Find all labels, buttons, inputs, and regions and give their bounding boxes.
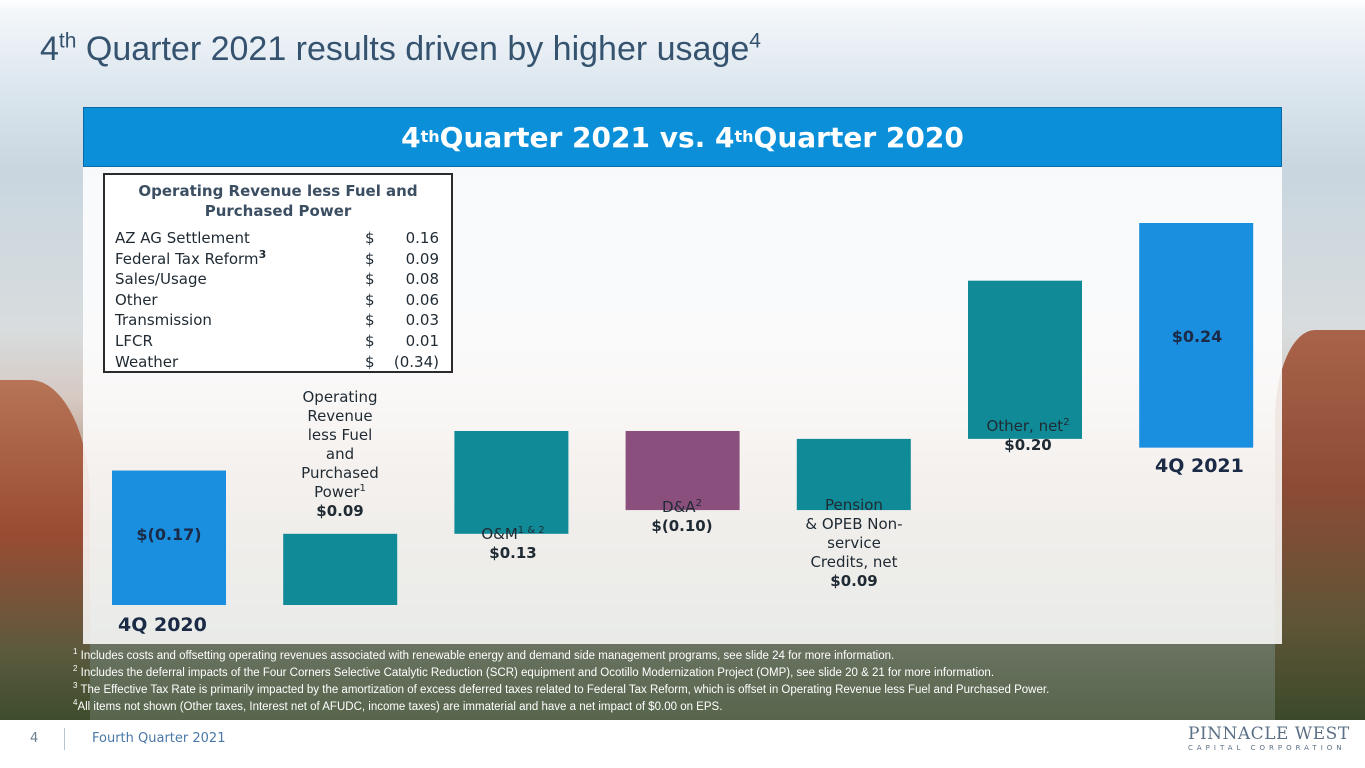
background-rock-left (0, 380, 90, 720)
footer (0, 720, 1365, 768)
logo-sub-text: CAPITAL CORPORATION (1188, 744, 1346, 752)
bar-4q-2021 (1139, 223, 1254, 448)
footnote: 1 Includes costs and offsetting operatin… (73, 647, 895, 662)
revenue-row-currency: $ (365, 249, 375, 268)
pension-label: Pension & OPEB Non- service Credits, net… (790, 496, 918, 591)
da-value: $(0.10) (651, 517, 713, 535)
revenue-row-currency: $ (365, 270, 375, 289)
footnote: 3 The Effective Tax Rate is primarily im… (73, 681, 1050, 696)
revenue-row-label: Other (115, 290, 158, 309)
bar-4q-2020 (112, 470, 226, 605)
pension-value: $0.09 (830, 572, 878, 590)
revenue-row-currency: $ (365, 290, 375, 309)
da-label: D&A2 $(0.10) (624, 498, 740, 536)
revenue-row: AZ AG Settlement $0.16 (115, 229, 445, 249)
revenue-row-value: 0.01 (405, 332, 439, 350)
logo-main-text: PINNACLE WEST (1188, 724, 1350, 744)
footnote: 4All items not shown (Other taxes, Inter… (73, 698, 723, 713)
revenue-row-value: 0.09 (405, 249, 439, 268)
revenue-row: Weather $ (0.34) (115, 353, 445, 373)
revenue-row-label: Transmission (115, 311, 212, 330)
revenue-row: Other $0.06 (115, 291, 445, 311)
revenue-row: Sales/Usage $0.08 (115, 270, 445, 290)
revenue-breakdown-box: Operating Revenue less Fuel and Purchase… (103, 173, 453, 373)
revenue-row-label: Sales/Usage (115, 270, 207, 289)
revenue-row-currency: $ (365, 311, 375, 330)
revenue-box-title: Operating Revenue less Fuel and Purchase… (138, 182, 418, 220)
footnotes: 1 Includes costs and offsetting operatin… (73, 648, 1273, 716)
revenue-row-value: 0.08 (405, 270, 439, 289)
revenue-row-currency: $ (365, 229, 375, 247)
slide-title: 4th Quarter 2021 results driven by highe… (40, 29, 761, 68)
bar-om (454, 430, 569, 534)
bar-other-net (968, 280, 1082, 439)
other-value: $0.20 (1004, 436, 1052, 454)
revenue-row-label: Federal Tax Reform3 (115, 247, 267, 268)
other-label: Other, net2 $0.20 (966, 417, 1090, 455)
footer-divider (64, 728, 65, 750)
revenue-row-value: 0.03 (405, 311, 439, 330)
revenue-row-value: 0.06 (405, 290, 439, 309)
end-caption: 4Q 2021 (1155, 455, 1244, 477)
oprev-value: $0.09 (316, 502, 364, 520)
bar-pension (796, 438, 911, 511)
revenue-row-label: LFCR (115, 332, 153, 350)
revenue-row-value: (0.34) (393, 352, 439, 371)
revenue-row-label: AZ AG Settlement (115, 229, 250, 247)
oprev-label: Operating Revenue less Fuel and Purchase… (282, 388, 398, 521)
footnote: 2 Includes the deferral impacts of the F… (73, 664, 995, 679)
revenue-row-currency: $ (365, 352, 375, 371)
footer-text: Fourth Quarter 2021 (92, 731, 226, 746)
waterfall-chart (112, 223, 1254, 605)
company-logo: PINNACLE WEST CAPITAL CORPORATION (1188, 724, 1350, 754)
om-value: $0.13 (489, 544, 537, 562)
bar-operating-revenue (283, 533, 398, 605)
start-caption: 4Q 2020 (118, 614, 207, 636)
background-rock-right (1275, 330, 1365, 720)
revenue-row: LFCR $0.01 (115, 332, 445, 352)
page-number: 4 (30, 731, 39, 746)
om-label: O&M1 & 2 $0.13 (455, 525, 571, 563)
revenue-row: Federal Tax Reform3 $0.09 (115, 247, 445, 270)
revenue-row-currency: $ (365, 332, 375, 350)
revenue-row-value: 0.16 (405, 229, 439, 247)
revenue-row: Transmission $0.03 (115, 311, 445, 331)
revenue-row-label: Weather (115, 352, 179, 371)
end-value-label: $0.24 (1171, 327, 1223, 346)
start-value-label: $(0.17) (136, 525, 202, 544)
bar-da (625, 430, 740, 511)
